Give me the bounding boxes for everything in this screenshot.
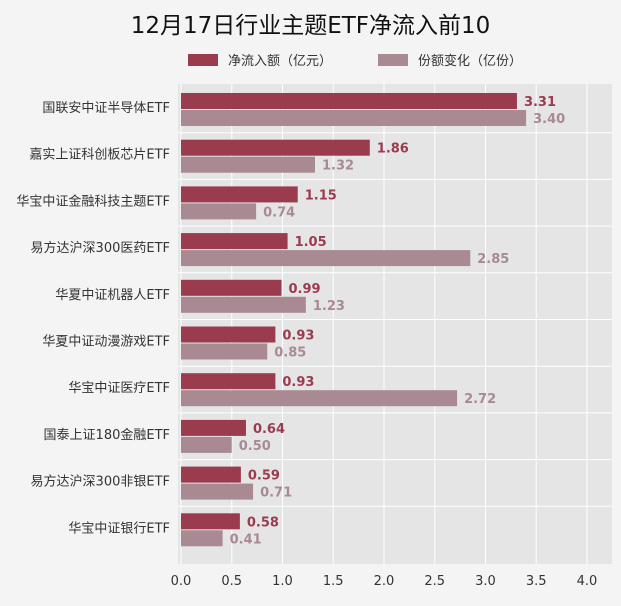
bar-inflow <box>181 513 240 530</box>
data-label-inflow: 0.93 <box>282 329 314 344</box>
legend: 净流入额（亿元） 份额变化（亿份） <box>188 50 568 69</box>
x-tick-label: 1.5 <box>323 574 344 589</box>
category-label: 嘉实上证科创板芯片ETF <box>29 148 170 163</box>
bar-inflow <box>181 373 276 390</box>
data-label-share-change: 0.41 <box>230 532 262 547</box>
legend-label-share-change: 份额变化（亿份） <box>418 54 523 69</box>
category-label: 华宝中证银行ETF <box>68 521 170 536</box>
data-label-inflow: 0.93 <box>282 375 314 390</box>
bar-share-change <box>181 250 471 267</box>
x-tick-label: 2.5 <box>424 574 445 589</box>
bar-share-change <box>181 436 232 453</box>
category-label: 华夏中证机器人ETF <box>55 288 170 303</box>
bar-inflow <box>181 419 246 436</box>
x-tick-label: 0.0 <box>171 574 192 589</box>
bar-inflow <box>181 233 288 250</box>
category-label: 易方达沪深300非银ETF <box>31 474 170 490</box>
data-label-inflow: 1.15 <box>305 188 337 203</box>
data-label-share-change: 3.40 <box>533 112 565 127</box>
data-label-inflow: 0.99 <box>288 282 320 297</box>
data-label-share-change: 0.50 <box>239 439 271 454</box>
data-label-share-change: 0.85 <box>274 346 306 361</box>
bar-share-change <box>181 203 257 220</box>
data-label-share-change: 0.74 <box>263 205 295 220</box>
bar-inflow <box>181 186 298 203</box>
legend-label-inflow: 净流入额（亿元） <box>228 54 333 69</box>
category-label: 华宝中证医疗ETF <box>68 381 170 396</box>
x-tick-label: 4.0 <box>577 574 598 589</box>
category-label: 华夏中证动漫游戏ETF <box>42 335 170 350</box>
category-label: 华宝中证金融科技主题ETF <box>16 193 170 209</box>
data-label-inflow: 0.59 <box>248 469 280 484</box>
data-label-share-change: 1.32 <box>322 159 354 174</box>
data-label-inflow: 1.05 <box>295 235 327 250</box>
x-tick-label: 3.0 <box>475 574 496 589</box>
category-label: 易方达沪深300医药ETF <box>31 240 170 256</box>
data-label-share-change: 0.71 <box>260 486 292 501</box>
x-tick-label: 1.0 <box>272 574 293 589</box>
data-label-inflow: 0.64 <box>253 422 285 437</box>
legend-item-share-change: 份额变化（亿份） <box>378 50 522 69</box>
bar-share-change <box>181 530 223 547</box>
bar-inflow <box>181 93 517 109</box>
bar-share-change <box>181 110 527 126</box>
legend-swatch-share-change <box>378 53 409 66</box>
bar-inflow <box>181 326 276 343</box>
data-label-inflow: 1.86 <box>377 142 409 157</box>
data-label-inflow: 3.31 <box>524 95 556 110</box>
data-label-share-change: 1.23 <box>313 299 345 314</box>
bar-inflow <box>181 139 370 156</box>
chart-title: 12月17日行业主题ETF净流入前10 <box>130 13 491 39</box>
bar-share-change <box>181 296 306 313</box>
legend-item-inflow: 净流入额（亿元） <box>188 50 332 69</box>
x-tick-label: 0.5 <box>221 574 242 589</box>
x-tick-label: 2.0 <box>374 574 395 589</box>
category-label: 国泰上证180金融ETF <box>44 427 170 443</box>
category-label: 国联安中证半导体ETF <box>42 101 170 116</box>
bar-share-change <box>181 483 254 500</box>
data-label-inflow: 0.58 <box>247 515 279 530</box>
bar-share-change <box>181 390 458 407</box>
data-label-share-change: 2.72 <box>464 392 496 407</box>
bar-inflow <box>181 466 241 483</box>
x-tick-label: 3.5 <box>526 574 547 589</box>
data-label-share-change: 2.85 <box>477 252 509 267</box>
bar-share-change <box>181 156 315 173</box>
legend-swatch-inflow <box>188 53 218 66</box>
bar-share-change <box>181 343 268 360</box>
bar-inflow <box>181 279 282 296</box>
